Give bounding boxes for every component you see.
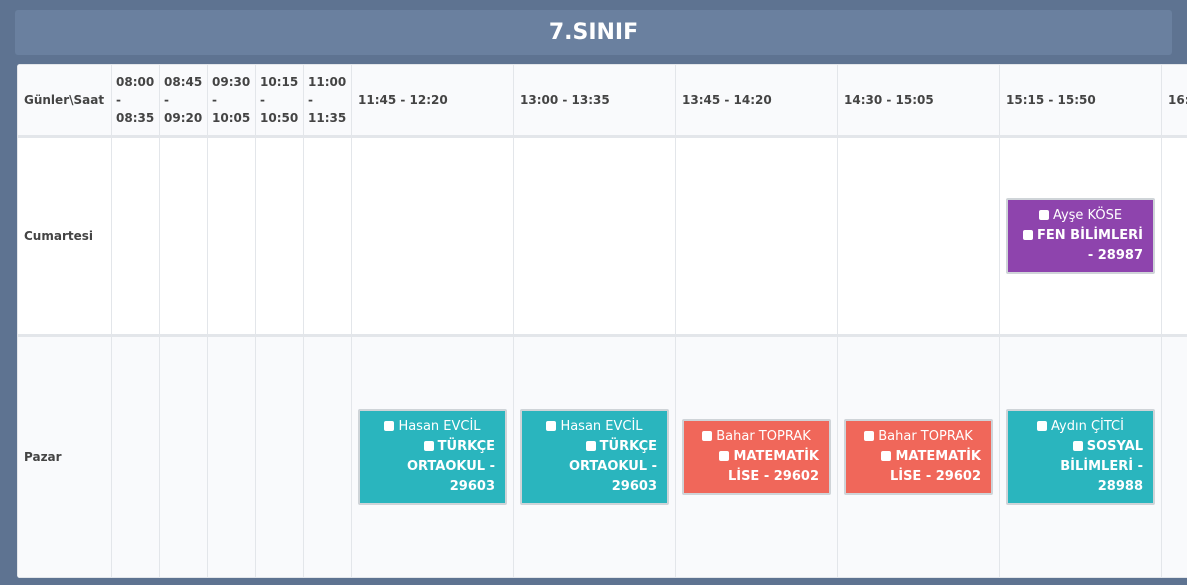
slot: [675, 136, 838, 337]
lesson-card: Aydın ÇİTCİ SOSYAL BİLİMLERİ - 28988: [1006, 409, 1155, 505]
column-header: 11:45 - 12:20: [351, 64, 514, 138]
course-line: FEN BİLİMLERİ - 28987: [1018, 226, 1143, 266]
column-header: Günler\Saat: [17, 64, 112, 138]
slot: [255, 136, 304, 337]
table: Günler\Saat 08:00 - 08:35 08:45 - 09:20 09:…: [17, 64, 1187, 578]
slot: [111, 335, 160, 578]
teacher-line: Bahar TOPRAK: [694, 427, 819, 447]
column-header: 09:30 - 10:05: [207, 64, 256, 138]
timetable: Günler\Saat 08:00 - 08:35 08:45 - 09:20 09:…: [17, 64, 1187, 578]
slot: Ayşe KÖSE FEN BİLİMLERİ - 28987: [999, 136, 1162, 337]
course-icon: [423, 441, 434, 451]
teacher-icon: [384, 421, 395, 431]
slot: [837, 136, 1000, 337]
column-header: 13:00 - 13:35: [513, 64, 676, 138]
column-header: 15:15 - 15:50: [999, 64, 1162, 138]
teacher-name: Aydın ÇİTCİ: [1051, 419, 1124, 434]
lesson-card: Hasan EVCİL TÜRKÇE ORTAOKUL - 29603: [520, 409, 669, 505]
teacher-name: Hasan EVCİL: [560, 419, 643, 434]
teacher-line: Hasan EVCİL: [370, 417, 495, 437]
slot: [513, 136, 676, 337]
teacher-icon: [702, 431, 713, 441]
course-name: MATEMATİK LİSE - 29602: [727, 449, 819, 484]
teacher-line: Aydın ÇİTCİ: [1018, 417, 1143, 437]
column-header: 16:00 - 16:35: [1161, 64, 1187, 138]
teacher-icon: [546, 421, 557, 431]
day-row: Cumartesi Ayşe KÖSE FEN BİLİMLERİ - 28987: [17, 136, 1187, 337]
course-icon: [719, 451, 730, 461]
day-row: Pazar Hasan EVCİL TÜRKÇE ORTAOKUL - 29603 H…: [17, 335, 1187, 578]
course-icon: [1023, 230, 1034, 240]
header-row: Günler\Saat 08:00 - 08:35 08:45 - 09:20 09:…: [17, 64, 1187, 138]
course-line: TÜRKÇE ORTAOKUL - 29603: [370, 437, 495, 497]
teacher-name: Bahar TOPRAK: [716, 429, 811, 444]
title: 7.SINIF: [548, 20, 639, 45]
slot: [303, 136, 352, 337]
course-name: MATEMATİK LİSE - 29602: [889, 449, 981, 484]
slot: Aydın ÇİTCİ SOSYAL BİLİMLERİ - 28988: [999, 335, 1162, 578]
course-icon: [585, 441, 596, 451]
slot: [351, 136, 514, 337]
course-line: TÜRKÇE ORTAOKUL - 29603: [532, 437, 657, 497]
slot: [1161, 136, 1187, 337]
lesson-card: Bahar TOPRAK MATEMATİK LİSE - 29602: [844, 419, 993, 495]
slot: Bahar TOPRAK MATEMATİK LİSE - 29602: [675, 335, 838, 578]
slot: [255, 335, 304, 578]
slot: [159, 335, 208, 578]
lesson-card: Hasan EVCİL TÜRKÇE ORTAOKUL - 29603: [358, 409, 507, 505]
teacher-icon: [864, 431, 875, 441]
course-name: TÜRKÇE ORTAOKUL - 29603: [568, 439, 657, 494]
course-name: FEN BİLİMLERİ - 28987: [1037, 228, 1143, 263]
column-header: 13:45 - 14:20: [675, 64, 838, 138]
day-label: Cumartesi: [17, 136, 112, 337]
day-label: Pazar: [17, 335, 112, 578]
slot: [111, 136, 160, 337]
column-header: 14:30 - 15:05: [837, 64, 1000, 138]
column-header: 08:45 - 09:20: [159, 64, 208, 138]
slot: [159, 136, 208, 337]
slot: [1161, 335, 1187, 578]
course-line: MATEMATİK LİSE - 29602: [694, 447, 819, 487]
course-icon: [881, 451, 892, 461]
slot: Bahar TOPRAK MATEMATİK LİSE - 29602: [837, 335, 1000, 578]
course-line: SOSYAL BİLİMLERİ - 28988: [1018, 437, 1143, 497]
teacher-name: Hasan EVCİL: [398, 419, 481, 434]
slot: Hasan EVCİL TÜRKÇE ORTAOKUL - 29603: [351, 335, 514, 578]
slot: [303, 335, 352, 578]
course-icon: [1072, 441, 1083, 451]
column-header: 08:00 - 08:35: [111, 64, 160, 138]
slot: Hasan EVCİL TÜRKÇE ORTAOKUL - 29603: [513, 335, 676, 578]
slot: [207, 136, 256, 337]
slot: [207, 335, 256, 578]
teacher-icon: [1037, 421, 1048, 431]
lesson-card: Ayşe KÖSE FEN BİLİMLERİ - 28987: [1006, 198, 1155, 274]
teacher-line: Hasan EVCİL: [532, 417, 657, 437]
column-header: 11:00 - 11:35: [303, 64, 352, 138]
teacher-line: Ayşe KÖSE: [1018, 206, 1143, 226]
teacher-name: Ayşe KÖSE: [1052, 208, 1123, 223]
title-bar: 7.SINIF: [15, 10, 1172, 55]
course-name: SOSYAL BİLİMLERİ - 28988: [1060, 439, 1143, 494]
lesson-card: Bahar TOPRAK MATEMATİK LİSE - 29602: [682, 419, 831, 495]
column-header: 10:15 - 10:50: [255, 64, 304, 138]
course-line: MATEMATİK LİSE - 29602: [856, 447, 981, 487]
teacher-line: Bahar TOPRAK: [856, 427, 981, 447]
course-name: TÜRKÇE ORTAOKUL - 29603: [406, 439, 495, 494]
teacher-icon: [1038, 210, 1049, 220]
teacher-name: Bahar TOPRAK: [878, 429, 973, 444]
